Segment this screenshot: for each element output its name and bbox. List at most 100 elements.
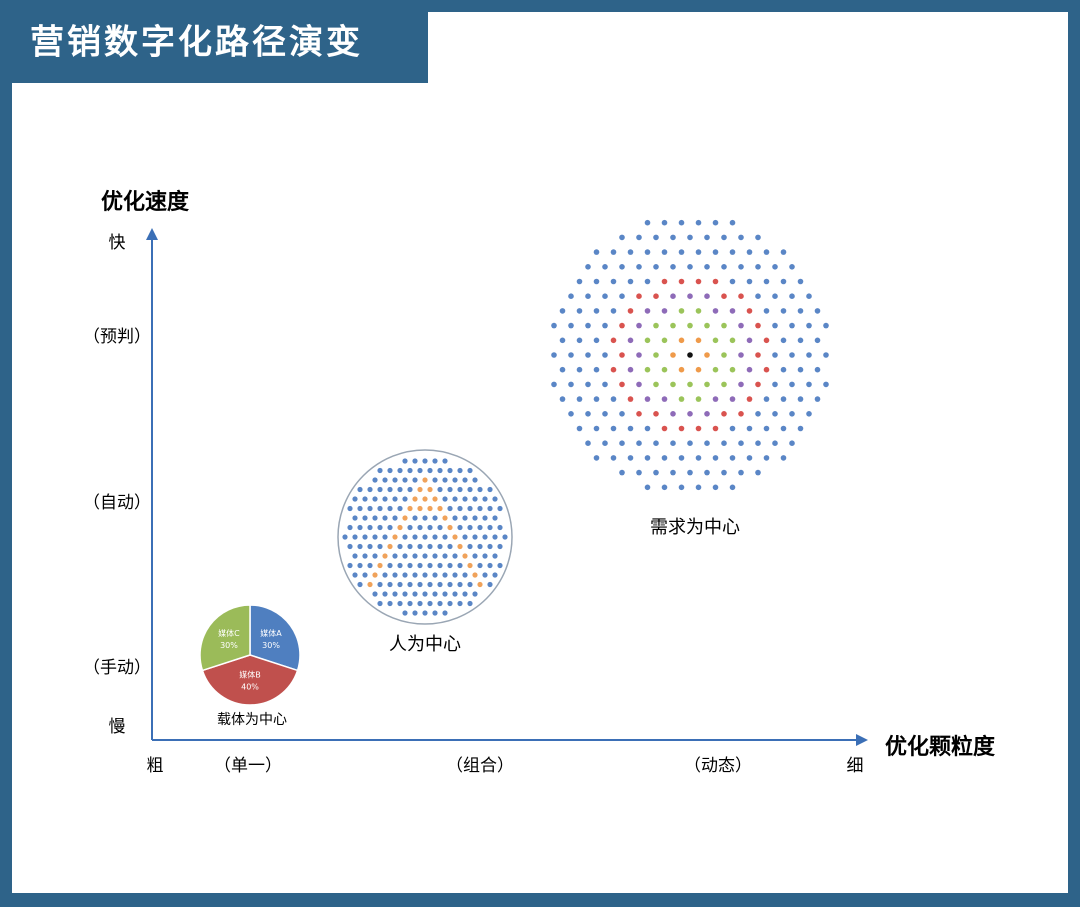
dot <box>738 411 744 417</box>
y-label: （预判） <box>83 327 151 347</box>
dot <box>602 352 608 358</box>
dot <box>814 396 821 402</box>
dot <box>755 264 761 270</box>
dot <box>746 396 753 402</box>
dot <box>636 322 642 329</box>
dot <box>661 278 668 285</box>
dot <box>619 322 625 329</box>
dot <box>412 477 418 483</box>
dot <box>422 572 428 578</box>
dot <box>377 581 383 588</box>
dot <box>729 366 736 373</box>
dot <box>551 322 557 329</box>
dot <box>392 591 398 597</box>
dot <box>397 600 403 607</box>
dot <box>397 543 403 550</box>
dot <box>661 308 668 314</box>
dot <box>347 505 353 512</box>
dot <box>627 278 634 285</box>
dot <box>462 515 468 521</box>
dot <box>492 534 498 540</box>
dot <box>772 352 778 358</box>
dot <box>721 264 727 270</box>
dot <box>585 293 591 300</box>
dot <box>372 496 378 502</box>
dot <box>467 600 473 607</box>
dot <box>576 425 583 432</box>
dot <box>397 562 403 569</box>
dot <box>402 496 408 502</box>
dot <box>644 455 651 461</box>
dot <box>352 496 358 502</box>
dot <box>576 366 583 373</box>
dot <box>738 234 744 241</box>
dot <box>497 505 503 512</box>
dot <box>729 396 736 402</box>
dot <box>729 308 736 314</box>
dot <box>610 308 617 314</box>
dot <box>627 425 634 432</box>
dot <box>357 524 363 531</box>
dot <box>780 396 787 402</box>
dot <box>452 477 458 483</box>
dot <box>695 249 702 255</box>
dot <box>721 322 727 329</box>
dot <box>417 562 423 569</box>
dot <box>593 455 600 461</box>
dot <box>738 381 744 388</box>
dot <box>482 553 488 559</box>
dot <box>619 234 625 241</box>
dot <box>487 581 493 588</box>
dot <box>372 477 378 483</box>
dot <box>772 264 778 270</box>
dot <box>568 352 574 358</box>
dot <box>746 455 753 461</box>
dot <box>457 600 463 607</box>
dot <box>789 381 795 388</box>
dot <box>576 278 583 285</box>
dot <box>627 249 634 255</box>
dot <box>610 396 617 402</box>
dot <box>678 455 685 461</box>
dot <box>695 278 702 285</box>
dot <box>357 505 363 512</box>
slice-value: 30% <box>262 641 280 650</box>
dot <box>412 610 418 616</box>
dot <box>477 505 483 512</box>
dot <box>422 477 428 483</box>
dot <box>593 366 600 373</box>
dot <box>780 249 787 255</box>
dot <box>593 278 600 285</box>
dot <box>755 322 761 329</box>
dot <box>492 515 498 521</box>
dot <box>602 264 608 270</box>
dot <box>627 308 634 314</box>
dot <box>367 581 373 588</box>
dot <box>367 543 373 550</box>
dot <box>432 553 438 559</box>
dot <box>806 381 812 388</box>
dot <box>472 572 478 578</box>
dot <box>397 486 403 493</box>
dot <box>619 264 625 270</box>
dot <box>407 505 413 512</box>
dot <box>442 572 448 578</box>
dot <box>437 600 443 607</box>
dot <box>593 396 600 402</box>
dot <box>585 381 591 388</box>
dot <box>568 411 574 417</box>
dot <box>653 293 659 300</box>
dot <box>397 524 403 531</box>
dot <box>412 534 418 540</box>
dot <box>387 524 393 531</box>
dot <box>670 411 676 417</box>
dot <box>372 572 378 578</box>
dot <box>559 366 566 373</box>
dot <box>422 553 428 559</box>
dot <box>492 553 498 559</box>
dot <box>432 515 438 521</box>
dot <box>442 553 448 559</box>
dot <box>402 572 408 578</box>
dot <box>806 352 812 358</box>
dot <box>467 581 473 588</box>
